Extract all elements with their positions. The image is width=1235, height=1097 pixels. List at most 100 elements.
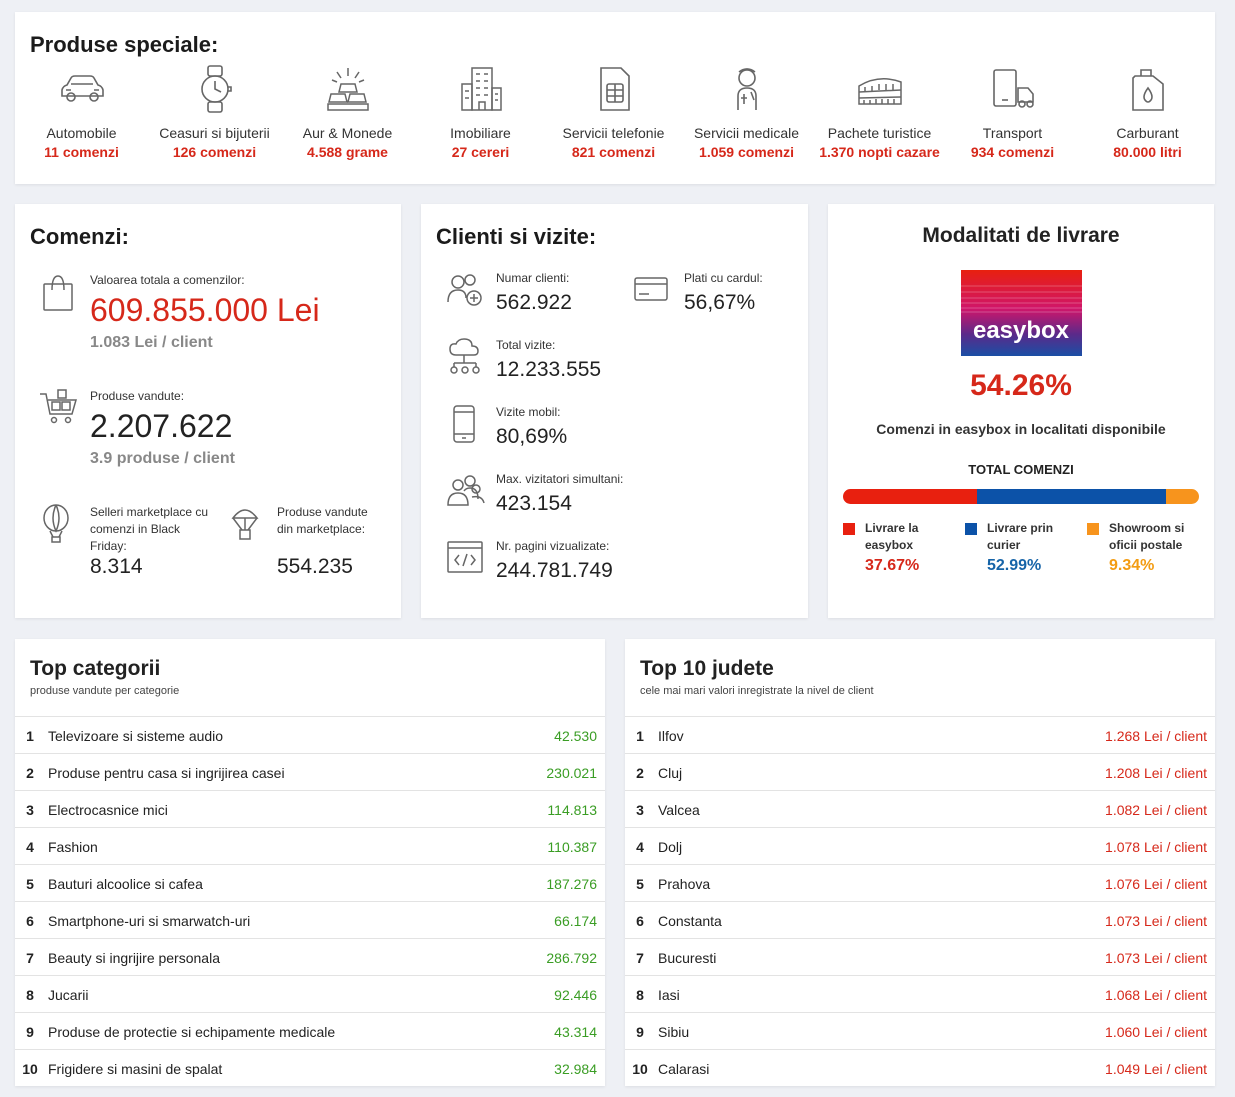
row-value: 1.073 Lei / client	[1105, 950, 1207, 966]
table-row[interactable]: 8 Iasi 1.068 Lei / client	[625, 975, 1215, 1012]
legend-label: Showroom si oficii postale	[1109, 521, 1185, 552]
table-row[interactable]: 2 Cluj 1.208 Lei / client	[625, 753, 1215, 790]
table-row[interactable]: 9 Produse de protectie si echipamente med…	[15, 1012, 605, 1049]
delivery-split-bar	[843, 489, 1199, 504]
table-row[interactable]: 7 Beauty si ingrijire personala 286.792	[15, 938, 605, 975]
row-label: Beauty si ingrijire personala	[48, 950, 220, 966]
top-categories-list: 1 Televizoare si sisteme audio 42.530 2 Prod…	[15, 716, 605, 1086]
row-rank: 1	[636, 728, 644, 744]
product-transport[interactable]: Transport 934 comenzi	[946, 64, 1079, 162]
cloud-network-icon	[449, 338, 480, 374]
table-row[interactable]: 3 Electrocasnice mici 114.813	[15, 790, 605, 827]
row-rank: 10	[632, 1061, 648, 1077]
orders-card: Comenzi: Valoarea totala a comenzilor: 6…	[15, 204, 401, 618]
row-value: 43.314	[554, 1024, 597, 1040]
row-value: 110.387	[547, 839, 597, 855]
row-value: 1.068 Lei / client	[1105, 987, 1207, 1003]
row-value: 1.060 Lei / client	[1105, 1024, 1207, 1040]
row-rank: 1	[26, 728, 34, 744]
table-row[interactable]: 10 Calarasi 1.049 Lei / client	[625, 1049, 1215, 1086]
row-rank: 3	[636, 802, 644, 818]
colosseum-icon	[857, 78, 902, 105]
legend-value: 9.34%	[1109, 557, 1155, 574]
sim-card-icon	[599, 67, 630, 111]
parachute-box-icon	[231, 509, 259, 540]
table-row[interactable]: 8 Jucarii 92.446	[15, 975, 605, 1012]
row-label: Ilfov	[658, 728, 684, 744]
total-visits-label: Total vizite:	[496, 338, 556, 352]
table-row[interactable]: 3 Valcea 1.082 Lei / client	[625, 790, 1215, 827]
top-counties-title: Top 10 judete	[640, 657, 774, 680]
row-value: 286.792	[546, 950, 597, 966]
pages-viewed-label: Nr. pagini vizualizate:	[496, 539, 610, 553]
row-label: Valcea	[658, 802, 700, 818]
product-value: 80.000 litri	[1113, 144, 1182, 160]
table-row[interactable]: 10 Frigidere si masini de spalat 32.984	[15, 1049, 605, 1086]
row-label: Calarasi	[658, 1061, 710, 1077]
row-rank: 2	[26, 765, 34, 781]
simultaneous-visitors-value: 423.154	[496, 492, 572, 515]
watch-icon	[200, 65, 232, 113]
mobile-visits-block: Vizite mobil: 80,69%	[446, 404, 746, 454]
mobile-visits-label: Vizite mobil:	[496, 405, 561, 419]
transport-icon	[992, 69, 1034, 108]
product-value: 4.588 grame	[307, 144, 388, 160]
table-row[interactable]: 6 Constanta 1.073 Lei / client	[625, 901, 1215, 938]
credit-card-icon	[634, 277, 668, 301]
pages-viewed-block: Nr. pagini vizualizate: 244.781.749	[446, 538, 746, 588]
top-counties-card: Top 10 judete cele mai mari valori inreg…	[625, 639, 1215, 1086]
table-row[interactable]: 7 Bucuresti 1.073 Lei / client	[625, 938, 1215, 975]
table-row[interactable]: 1 Ilfov 1.268 Lei / client	[625, 716, 1215, 753]
table-row[interactable]: 6 Smartphone-uri si smarwatch-uri 66.174	[15, 901, 605, 938]
product-medical[interactable]: Servicii medicale 1.059 comenzi	[680, 64, 813, 162]
product-name: Pachete turistice	[827, 125, 932, 141]
row-value: 1.082 Lei / client	[1105, 802, 1207, 818]
row-rank: 2	[636, 765, 644, 781]
clients-title: Clienti si vizite:	[436, 224, 597, 249]
row-rank: 4	[26, 839, 34, 855]
product-watches[interactable]: Ceasuri si bijuterii 126 comenzi	[148, 64, 281, 162]
product-name: Transport	[982, 125, 1043, 141]
row-value: 1.049 Lei / client	[1105, 1061, 1207, 1077]
product-gold[interactable]: Aur & Monede 4.588 grame	[281, 64, 414, 162]
smartphone-icon	[453, 405, 475, 443]
row-rank: 5	[636, 876, 644, 892]
row-label: Jucarii	[48, 987, 89, 1003]
table-row[interactable]: 2 Produse pentru casa si ingrijirea casei…	[15, 753, 605, 790]
row-label: Dolj	[658, 839, 683, 855]
marketplace-label: Produse vandute din marketplace:	[277, 505, 368, 536]
code-window-icon	[447, 541, 483, 573]
users-add-icon	[447, 274, 482, 306]
product-name: Ceasuri si bijuterii	[159, 125, 270, 141]
car-icon	[60, 75, 104, 102]
table-row[interactable]: 4 Dolj 1.078 Lei / client	[625, 827, 1215, 864]
table-row[interactable]: 4 Fashion 110.387	[15, 827, 605, 864]
table-row[interactable]: 5 Bauturi alcoolice si cafea 187.276	[15, 864, 605, 901]
row-value: 92.446	[554, 987, 597, 1003]
row-label: Frigidere si masini de spalat	[48, 1061, 223, 1077]
simultaneous-visitors-label: Max. vizitatori simultani:	[496, 472, 624, 486]
table-row[interactable]: 5 Prahova 1.076 Lei / client	[625, 864, 1215, 901]
product-tourism[interactable]: Pachete turistice 1.370 nopti cazare	[813, 64, 946, 162]
product-telephony[interactable]: Servicii telefonie 821 comenzi	[547, 64, 680, 162]
table-row[interactable]: 1 Televizoare si sisteme audio 42.530	[15, 716, 605, 753]
easybox-logo-text: easybox	[973, 317, 1070, 344]
product-automobile[interactable]: Automobile 11 comenzi	[15, 64, 148, 162]
row-rank: 9	[26, 1024, 34, 1040]
row-rank: 7	[636, 950, 644, 966]
clients-count-label: Numar clienti:	[496, 271, 570, 285]
legend-value: 37.67%	[865, 557, 920, 574]
row-value: 1.268 Lei / client	[1105, 728, 1207, 744]
table-row[interactable]: 9 Sibiu 1.060 Lei / client	[625, 1012, 1215, 1049]
legend-label: Livrare la easybox	[865, 521, 919, 552]
row-rank: 4	[636, 839, 644, 855]
delivery-title: Modalitati de livrare	[922, 224, 1120, 247]
row-label: Smartphone-uri si smarwatch-uri	[48, 913, 251, 929]
product-fuel[interactable]: Carburant 80.000 litri	[1081, 64, 1214, 162]
product-name: Aur & Monede	[302, 125, 393, 141]
product-realestate[interactable]: Imobiliare 27 cereri	[414, 64, 547, 162]
product-value: 126 comenzi	[172, 144, 257, 160]
row-label: Electrocasnice mici	[48, 802, 168, 818]
legend-label: Livrare prin curier	[987, 521, 1054, 552]
row-rank: 9	[636, 1024, 644, 1040]
